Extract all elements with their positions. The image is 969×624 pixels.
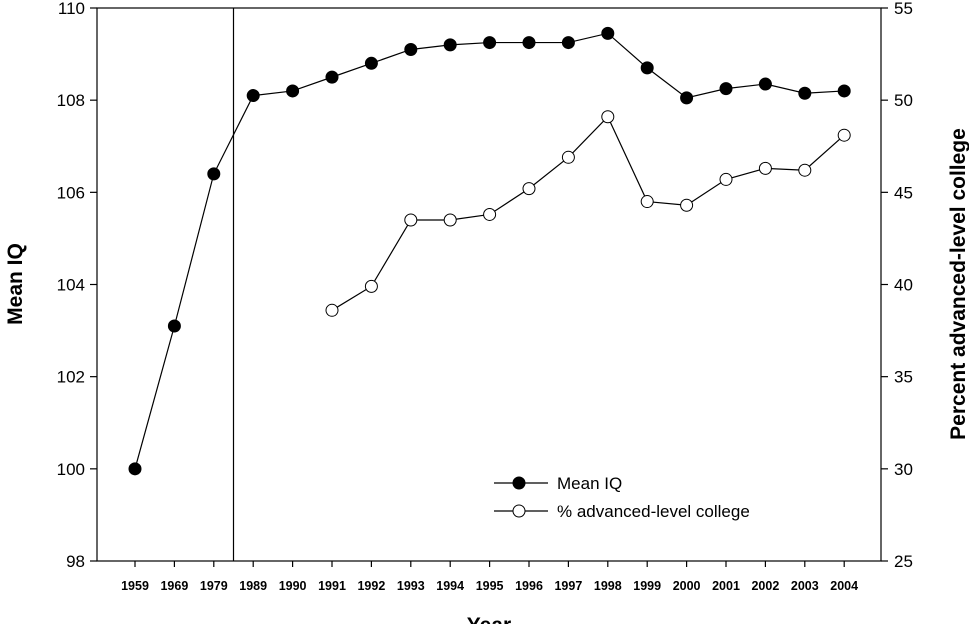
mean-iq-point bbox=[207, 167, 221, 181]
x-tick-label: 1969 bbox=[160, 579, 188, 593]
y2-tick-label: 40 bbox=[894, 276, 913, 295]
mean-iq-point bbox=[561, 36, 575, 50]
mean-iq-point bbox=[758, 77, 772, 91]
x-tick-label: 1996 bbox=[515, 579, 543, 593]
legend-label: Mean IQ bbox=[557, 474, 622, 493]
y2-tick-label: 25 bbox=[894, 552, 913, 571]
mean-iq-line bbox=[134, 32, 845, 469]
y-tick-label: 110 bbox=[58, 0, 85, 18]
legend-marker bbox=[512, 504, 526, 518]
y-axis-title: Mean IQ bbox=[4, 243, 27, 325]
mean-iq-point bbox=[837, 84, 851, 98]
college-percent-line bbox=[331, 115, 845, 311]
plot-frame bbox=[96, 7, 882, 562]
x-tick-label: 1989 bbox=[239, 579, 267, 593]
x-tick-label: 1992 bbox=[357, 579, 385, 593]
y-tick-label: 106 bbox=[57, 183, 85, 202]
legend: Mean IQ % advanced-level college bbox=[494, 474, 750, 521]
x-tick-label: 1993 bbox=[397, 579, 425, 593]
college-percent-point bbox=[798, 163, 812, 177]
x-tick-label: 2003 bbox=[791, 579, 819, 593]
x-axis-title: Year bbox=[467, 614, 511, 624]
y-tick-label: 104 bbox=[57, 276, 85, 295]
college-percent-point bbox=[325, 303, 339, 317]
x-tick-label: 1994 bbox=[436, 579, 464, 593]
y-tick-label: 98 bbox=[66, 552, 85, 571]
college-percent-point bbox=[758, 161, 772, 175]
mean-iq-point bbox=[601, 26, 615, 40]
x-tick-label: 2002 bbox=[751, 579, 779, 593]
college-percent-point bbox=[443, 213, 457, 227]
legend-label: % advanced-level college bbox=[557, 502, 750, 521]
mean-iq-point bbox=[483, 36, 497, 50]
mean-iq-point bbox=[325, 70, 339, 84]
mean-iq-point bbox=[522, 36, 536, 50]
college-percent-point bbox=[561, 150, 575, 164]
mean-iq-point bbox=[640, 61, 654, 75]
college-percent-point bbox=[404, 213, 418, 227]
mean-iq-point bbox=[364, 56, 378, 70]
y2-tick-label: 45 bbox=[894, 183, 913, 202]
x-tick-label: 1991 bbox=[318, 579, 346, 593]
x-tick-label: 1995 bbox=[476, 579, 504, 593]
y2-axis-title: Percent advanced-level college bbox=[947, 128, 969, 440]
college-percent-point bbox=[483, 207, 497, 221]
mean-iq-point bbox=[719, 82, 733, 96]
college-percent-point bbox=[522, 182, 536, 196]
college-percent-point bbox=[680, 198, 694, 212]
college-percent-point bbox=[837, 128, 851, 142]
mean-iq-point bbox=[286, 84, 300, 98]
college-percent-point bbox=[640, 195, 654, 209]
y2-tick-label: 30 bbox=[894, 460, 913, 479]
y-tick-label: 100 bbox=[57, 460, 85, 479]
y2-tick-label: 55 bbox=[894, 0, 913, 18]
legend-marker bbox=[512, 476, 526, 490]
x-tick-label: 2004 bbox=[830, 579, 858, 593]
college-percent-point bbox=[364, 279, 378, 293]
college-percent-point bbox=[601, 110, 615, 124]
mean-iq-point bbox=[798, 86, 812, 100]
y2-tick-label: 50 bbox=[894, 91, 913, 110]
y-tick-label: 102 bbox=[57, 368, 85, 387]
mean-iq-point bbox=[128, 462, 142, 476]
x-tick-label: 2001 bbox=[712, 579, 740, 593]
mean-iq-point bbox=[443, 38, 457, 52]
x-tick-label: 1959 bbox=[121, 579, 149, 593]
x-tick-label: 1990 bbox=[279, 579, 307, 593]
college-percent-point bbox=[719, 172, 733, 186]
x-tick-label: 1979 bbox=[200, 579, 228, 593]
x-tick-label: 1997 bbox=[554, 579, 582, 593]
mean-iq-point bbox=[680, 91, 694, 105]
x-tick-label: 2000 bbox=[673, 579, 701, 593]
x-tick-label: 1999 bbox=[633, 579, 661, 593]
y-tick-label: 108 bbox=[57, 91, 85, 110]
y2-tick-label: 35 bbox=[894, 368, 913, 387]
x-tick-label: 1998 bbox=[594, 579, 622, 593]
mean-iq-point bbox=[246, 89, 260, 103]
mean-iq-point bbox=[167, 319, 181, 333]
mean-iq-point bbox=[404, 42, 418, 56]
